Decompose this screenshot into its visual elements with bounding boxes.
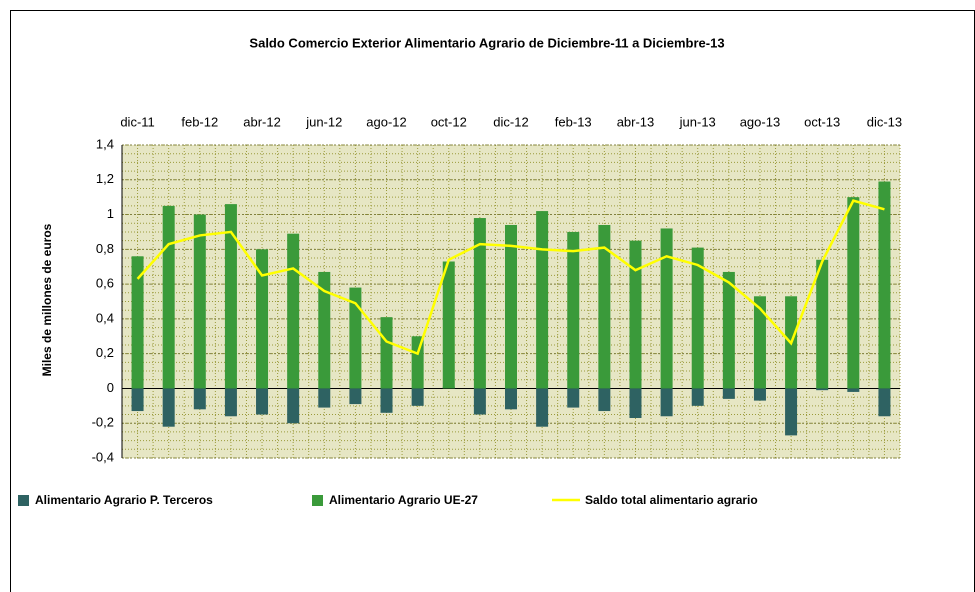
bar: [691, 388, 704, 406]
bar: [660, 388, 673, 417]
legend-swatch: [18, 495, 29, 506]
y-tick-label: 1,2: [96, 171, 114, 186]
bar: [256, 249, 269, 389]
line: [136, 199, 885, 356]
bar: [411, 336, 424, 389]
bar: [753, 296, 766, 389]
bar: [536, 211, 549, 389]
bar: [380, 388, 393, 413]
y-axis-title: Miles de millones de euros: [40, 223, 54, 376]
y-tick-label: 1,4: [96, 136, 114, 151]
x-tick-label: jun-12: [305, 114, 342, 129]
x-tick-label: dic-12: [493, 114, 528, 129]
bar: [131, 388, 144, 412]
bar: [473, 388, 486, 415]
x-tick-label: feb-12: [181, 114, 218, 129]
x-tick-label: abr-13: [617, 114, 655, 129]
bar: [878, 388, 891, 417]
x-tick-label: oct-12: [431, 114, 467, 129]
bar: [287, 233, 300, 389]
y-tick-label: 1: [107, 206, 114, 221]
bar: [878, 181, 891, 389]
y-tick-label: 0,2: [96, 345, 114, 360]
x-tick-label: ago-13: [740, 114, 780, 129]
bar: [536, 388, 549, 427]
bar: [567, 231, 580, 389]
bar: [162, 205, 175, 389]
bar: [691, 247, 704, 389]
legend-label: Alimentario Agrario P. Terceros: [35, 493, 213, 507]
x-tick-label: abr-12: [243, 114, 281, 129]
bar: [349, 388, 362, 405]
x-tick-label: feb-13: [555, 114, 592, 129]
chart-title: Saldo Comercio Exterior Alimentario Agra…: [249, 35, 724, 50]
y-tick-label: -0,2: [92, 415, 114, 430]
bar: [318, 388, 331, 408]
y-tick-label: 0,4: [96, 310, 114, 325]
x-tick-label: oct-13: [804, 114, 840, 129]
bar: [722, 271, 735, 389]
bar: [505, 388, 517, 410]
legend-label: Saldo total alimentario agrario: [585, 493, 758, 507]
bar: [505, 224, 517, 389]
legend-label: Alimentario Agrario UE-27: [329, 493, 478, 507]
bar: [629, 388, 642, 419]
bar: [847, 197, 860, 389]
bar: [816, 388, 829, 391]
bar: [598, 388, 611, 412]
bar: [193, 214, 206, 389]
y-tick-label: -0,4: [92, 449, 114, 464]
bar: [722, 388, 735, 399]
x-tick-label: ago-12: [366, 114, 406, 129]
legend-swatch: [312, 495, 323, 506]
x-tick-label: dic-11: [120, 114, 154, 129]
bar: [753, 388, 766, 401]
y-tick-label: 0,6: [96, 276, 114, 291]
bar: [318, 271, 331, 389]
bar: [598, 224, 611, 389]
bar: [785, 388, 798, 436]
x-tick-label: jun-13: [679, 114, 716, 129]
bar: [442, 261, 455, 389]
y-tick-label: 0,8: [96, 241, 114, 256]
bar: [349, 287, 362, 389]
bar: [847, 388, 860, 392]
bar: [473, 218, 486, 389]
bar: [629, 240, 642, 389]
bar: [131, 256, 144, 389]
y-tick-label: 0: [107, 380, 114, 395]
bar: [224, 388, 237, 417]
bar: [660, 228, 673, 389]
x-tick-label: dic-13: [867, 114, 902, 129]
bar: [256, 388, 269, 415]
bar: [224, 204, 237, 389]
bar: [287, 388, 300, 424]
bar: [816, 259, 829, 389]
bar: [411, 388, 424, 406]
bar: [162, 388, 175, 427]
bar: [380, 317, 393, 389]
bar: [193, 388, 206, 410]
bar: [567, 388, 580, 408]
